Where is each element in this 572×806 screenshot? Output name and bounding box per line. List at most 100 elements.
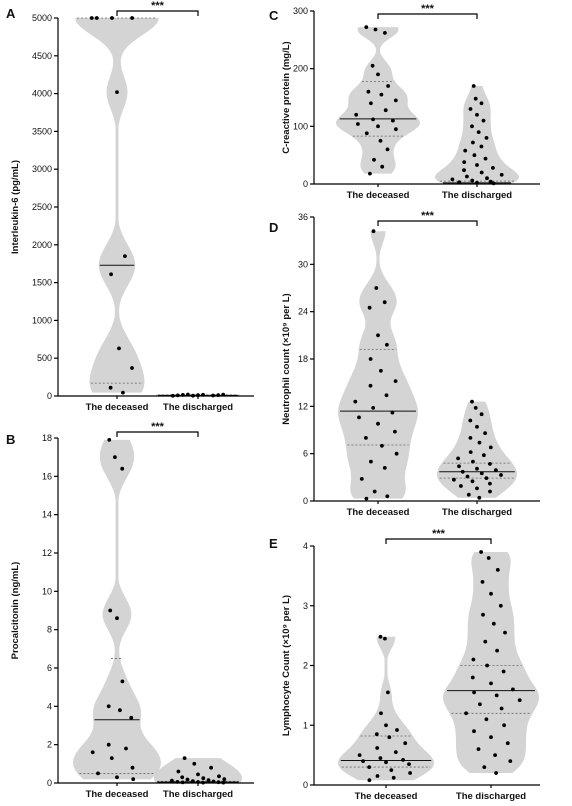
panel-letter: E: [269, 536, 278, 551]
data-point: [124, 746, 128, 751]
y-tick-label: 1500: [32, 278, 52, 288]
data-point: [378, 756, 383, 760]
data-point: [480, 580, 485, 584]
data-point: [481, 118, 486, 123]
violin-deceased: [336, 25, 420, 176]
x-category-label: The deceased: [347, 507, 410, 518]
data-point: [408, 771, 412, 775]
violin-body: [338, 636, 434, 781]
data-point: [483, 431, 487, 436]
violin-discharged: [437, 399, 517, 500]
data-point: [196, 772, 200, 777]
data-point: [508, 759, 513, 763]
x-category-label: The discharged: [456, 791, 526, 802]
data-point: [456, 456, 460, 461]
panel-d: D 0 6 12 18 24 30 36 The deceased The discharged N…: [269, 210, 540, 518]
data-point: [121, 390, 125, 395]
data-point: [499, 473, 503, 477]
data-point: [482, 453, 486, 458]
data-point: [484, 717, 489, 722]
data-point: [501, 669, 506, 674]
data-point: [357, 415, 361, 420]
data-point: [484, 476, 489, 480]
data-point: [489, 735, 493, 740]
data-point: [374, 732, 379, 737]
data-point: [459, 484, 463, 488]
data-point: [217, 774, 221, 779]
data-point: [170, 778, 174, 783]
data-point: [376, 333, 380, 338]
data-point: [356, 122, 360, 126]
data-point: [470, 178, 475, 183]
data-point: [206, 778, 211, 782]
data-point: [106, 742, 111, 747]
data-point: [368, 357, 373, 361]
data-point: [130, 366, 134, 370]
y-tick-label: 2000: [32, 240, 52, 250]
data-point: [357, 753, 362, 757]
data-point: [468, 418, 473, 423]
data-point: [395, 728, 399, 732]
data-point: [499, 172, 504, 177]
data-point: [470, 399, 474, 404]
significance-bracket: [377, 13, 478, 19]
y-tick-label: 4: [47, 701, 52, 711]
y-axis-label: Lymphocyte Count (×10⁹ per L): [281, 595, 292, 736]
data-point: [380, 443, 384, 448]
x-category-label: The discharged: [163, 402, 233, 413]
data-point: [393, 429, 397, 434]
data-point: [115, 90, 119, 94]
panel-letter: A: [6, 6, 16, 21]
y-tick-label: 8: [47, 625, 52, 635]
data-point: [376, 124, 380, 129]
data-point: [376, 72, 380, 77]
data-point: [383, 108, 388, 113]
data-point: [368, 383, 373, 388]
y-tick-label: 2500: [32, 202, 52, 212]
data-point: [471, 84, 476, 88]
data-point: [503, 630, 507, 635]
data-point: [450, 177, 455, 182]
data-point: [378, 634, 383, 639]
y-tick-label: 24: [298, 307, 308, 317]
data-point: [123, 254, 127, 258]
y-tick-label: 200: [293, 64, 308, 74]
data-point: [494, 771, 498, 775]
data-point: [384, 393, 389, 398]
data-point: [468, 450, 473, 454]
data-point: [470, 479, 475, 484]
data-point: [472, 153, 477, 158]
data-point: [190, 779, 195, 783]
violin-body: [443, 552, 539, 773]
data-point: [108, 608, 113, 613]
y-tick-label: 4000: [32, 89, 52, 99]
y-axis-label: Procalcitonin (ng/mL): [10, 562, 21, 660]
data-point: [460, 469, 465, 474]
panel-c: C 0 100 200 300 The deceased The discharged C-r…: [269, 3, 540, 201]
x-category-label: The discharged: [442, 507, 512, 518]
data-point: [107, 438, 112, 442]
violin-body: [73, 439, 161, 780]
y-tick-label: 18: [298, 354, 308, 364]
violin-body: [75, 18, 159, 393]
y-tick-label: 0: [303, 179, 308, 189]
x-category-label: The discharged: [163, 789, 233, 800]
violin-body: [154, 758, 242, 783]
data-point: [367, 765, 372, 769]
data-point: [468, 107, 473, 111]
y-tick-label: 3500: [32, 126, 52, 136]
data-point: [489, 591, 493, 596]
data-point: [401, 758, 405, 762]
data-point: [120, 466, 125, 471]
y-tick-label: 12: [42, 548, 52, 558]
data-point: [491, 166, 495, 170]
data-point: [382, 466, 387, 470]
x-category-label: The deceased: [355, 791, 418, 802]
data-point: [371, 117, 375, 122]
panel-letter: C: [269, 8, 279, 23]
data-point: [117, 346, 121, 351]
data-point: [482, 765, 487, 769]
significance-label: ***: [151, 0, 165, 12]
data-point: [371, 229, 376, 234]
data-point: [457, 180, 462, 185]
